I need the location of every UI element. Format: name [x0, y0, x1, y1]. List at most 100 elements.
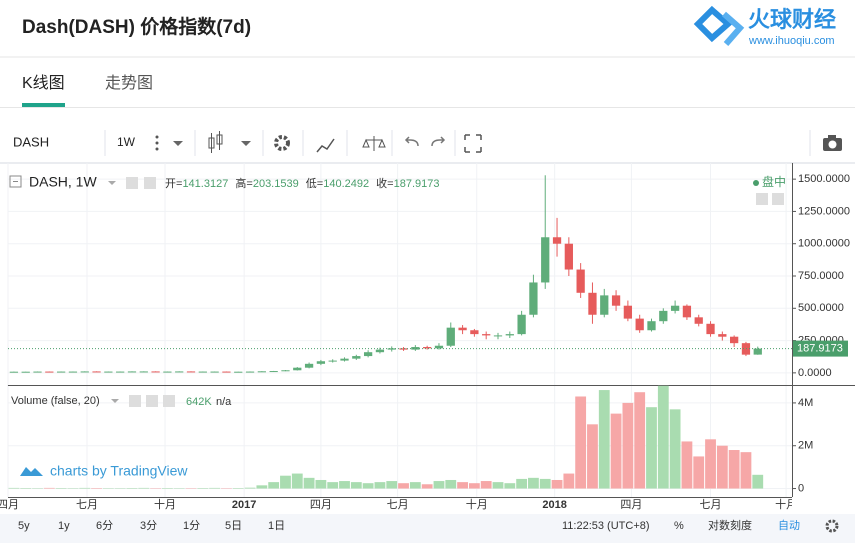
range-button[interactable]: 1分 [183, 519, 200, 532]
volume-bar [492, 482, 504, 489]
legend-button[interactable] [756, 193, 768, 205]
volume-bar [280, 475, 291, 489]
candle-body [576, 269, 585, 293]
volume-bar [598, 390, 610, 489]
volume-bar [386, 481, 398, 489]
candle-body [316, 361, 326, 364]
volume-bar [705, 439, 716, 489]
candle-body [328, 360, 337, 362]
volume-bar [327, 482, 339, 489]
x-tick-label: 十月 [154, 497, 176, 511]
candle-body [163, 371, 172, 373]
watermark[interactable]: charts by TradingView [50, 463, 188, 479]
candle-body [411, 347, 420, 350]
volume-legend-value: 642K [186, 396, 212, 408]
candle-body [234, 371, 243, 373]
candle-body [659, 310, 668, 322]
volume-bar [457, 482, 468, 489]
symbol-input[interactable]: DASH [13, 134, 49, 149]
candle-body [210, 371, 219, 373]
legend-button[interactable] [772, 193, 784, 205]
settings-icon[interactable] [825, 519, 839, 533]
volume-bar [232, 488, 244, 489]
value: 203.1539 [253, 178, 299, 190]
legend-button[interactable] [126, 177, 138, 189]
x-tick-label: 七月 [387, 498, 409, 511]
volume-bar [138, 487, 150, 489]
range-button[interactable]: 6分 [96, 519, 113, 532]
candle-body [352, 356, 361, 359]
tab-underline [22, 103, 65, 107]
label: 收= [376, 176, 393, 190]
volume-bar [433, 481, 445, 489]
volume-bar [421, 484, 433, 489]
label: 开= [165, 178, 182, 190]
range-button[interactable]: 1日 [268, 520, 285, 532]
range-button[interactable]: 5y [18, 520, 30, 532]
range-button[interactable]: 1y [58, 520, 70, 532]
volume-bar [315, 479, 327, 489]
x-tick-label: 四月 [0, 499, 19, 511]
volume-bar [350, 482, 362, 489]
auto-toggle[interactable]: 自动 [778, 519, 800, 532]
candle-body [552, 237, 562, 244]
legend-menu[interactable] [111, 399, 119, 403]
interval[interactable]: 1W [117, 135, 136, 149]
y-tick-label: 2M [798, 440, 813, 452]
x-tick-label: 十月 [775, 497, 797, 511]
candle-body [682, 305, 692, 318]
candle-body [45, 371, 54, 373]
candle-body [399, 348, 408, 350]
status: 盘中 [762, 174, 786, 189]
volume-bar [504, 483, 516, 489]
volume-bar [480, 481, 492, 489]
volume-bar [362, 483, 374, 489]
candle-body [175, 371, 184, 373]
last-price-label: 187.9173 [797, 342, 843, 354]
candle-body [647, 321, 656, 331]
volume-bar [209, 487, 221, 489]
log-toggle[interactable]: 对数刻度 [708, 518, 752, 532]
candle-body [635, 318, 644, 331]
y-tick-label: 1250.0000 [798, 205, 850, 217]
label: 低= [306, 177, 323, 190]
watermark-icon [20, 467, 43, 476]
volume-bar [563, 473, 575, 489]
volume-bar [8, 487, 20, 489]
candle-body [198, 371, 207, 373]
legend-title: DASH, 1W [29, 174, 97, 190]
y-tick-label: 4M [798, 397, 813, 409]
volume-bar [752, 474, 764, 489]
tab[interactable]: K线图 [22, 74, 65, 92]
tab[interactable]: 走势图 [105, 74, 153, 92]
collapse-button[interactable] [9, 175, 22, 188]
clock: 11:22:53 (UTC+8) [562, 520, 650, 532]
candle-body [446, 327, 455, 346]
legend-button[interactable] [144, 177, 156, 189]
toolbar: DASH 1W [0, 126, 855, 161]
range-button[interactable]: 3分 [140, 519, 157, 532]
legend-button[interactable] [129, 395, 141, 407]
candle-body [470, 330, 479, 335]
legend-menu[interactable] [108, 181, 116, 185]
volume-bar [646, 407, 657, 489]
volume-bar [339, 481, 350, 489]
y-tick-label: 500.0000 [798, 302, 844, 314]
legend-button[interactable] [163, 395, 175, 407]
legend-button[interactable] [146, 395, 158, 407]
volume-bar [716, 445, 728, 489]
candle-body [529, 282, 538, 315]
candle-body [564, 243, 573, 270]
range-button[interactable]: 5日 [225, 520, 242, 532]
candle-body [423, 347, 432, 349]
percent-toggle[interactable]: % [674, 520, 684, 532]
volume-bar [126, 488, 138, 489]
candle-body [505, 334, 514, 336]
candle-body [753, 348, 762, 355]
volume-legend-title: Volume (false, 20) [11, 395, 100, 407]
candle-body [340, 358, 349, 361]
volume-bar [693, 456, 705, 489]
candle-body [281, 370, 290, 372]
page-title: Dash(DASH) 价格指数(7d) [22, 15, 251, 38]
